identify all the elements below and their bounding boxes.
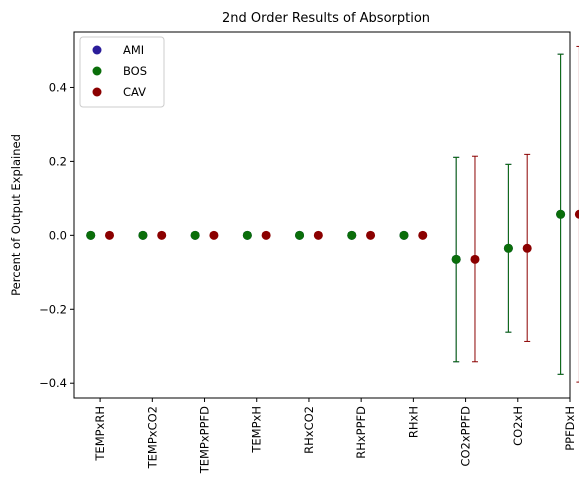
legend-label: BOS	[123, 64, 147, 78]
data-point	[574, 209, 579, 219]
data-point	[418, 230, 428, 240]
x-tick-label: RHxH	[406, 406, 420, 438]
data-point	[209, 230, 219, 240]
data-point	[242, 230, 252, 240]
x-tick-label: TEMPxCO2	[145, 406, 159, 469]
data-point	[556, 209, 566, 219]
legend-marker	[92, 45, 102, 55]
data-point	[105, 230, 115, 240]
x-tick-label: TEMPxRH	[93, 406, 107, 462]
data-point	[295, 230, 305, 240]
y-tick-label: 0.0	[49, 228, 67, 242]
y-axis-label: Percent of Output Explained	[9, 134, 23, 296]
data-point	[399, 230, 409, 240]
y-tick-label: −0.2	[39, 302, 67, 316]
legend-marker	[92, 66, 102, 76]
data-point	[138, 230, 148, 240]
plot-area: −0.4 −0.2 0.0 0.2 0.4 TEMPxRH TEMPxCO2 TEMPxPPF…	[39, 45, 579, 474]
data-point	[503, 243, 513, 253]
data-point	[261, 230, 271, 240]
x-tick-label: TEMPxH	[250, 406, 264, 454]
x-tick-label: CO2xPPFD	[459, 406, 473, 467]
x-tick-label: RHxPPFD	[354, 406, 368, 459]
x-tick-label: TEMPxPPFD	[198, 406, 212, 474]
x-tick-label: PPFDxH	[563, 406, 577, 451]
y-tick-label: −0.4	[39, 376, 67, 390]
legend-box	[79, 36, 165, 108]
chart-title: 2nd Order Results of Absorption	[222, 11, 430, 26]
data-point	[347, 230, 357, 240]
plot-frame	[73, 31, 571, 399]
legend-label: AMI	[123, 43, 144, 57]
data-point	[313, 230, 323, 240]
data-point	[451, 254, 461, 264]
data-point	[522, 243, 532, 253]
data-point	[86, 230, 96, 240]
y-tick-label: 0.2	[49, 154, 67, 168]
legend-marker	[92, 87, 102, 97]
y-tick-label: 0.4	[49, 80, 67, 94]
legend: AMI BOS CAV	[79, 36, 165, 108]
data-point	[366, 230, 376, 240]
x-tick-label: CO2xH	[511, 406, 525, 446]
data-point	[190, 230, 200, 240]
x-tick-label: RHxCO2	[302, 406, 316, 454]
legend-label: CAV	[123, 85, 146, 99]
data-point	[470, 254, 480, 264]
data-point	[157, 230, 167, 240]
